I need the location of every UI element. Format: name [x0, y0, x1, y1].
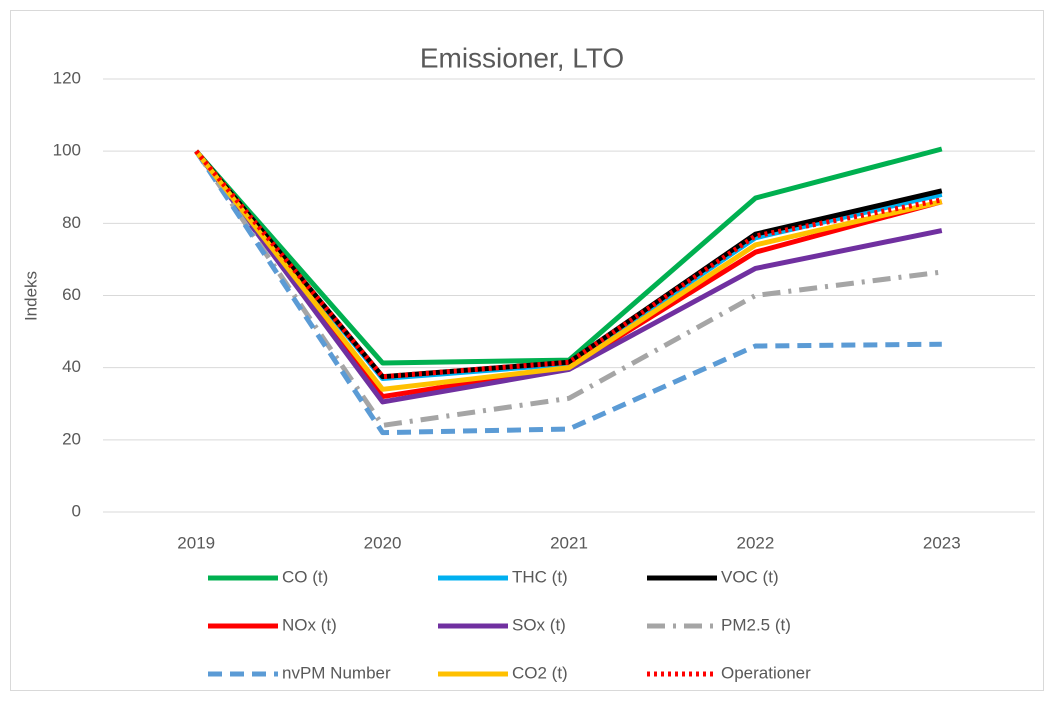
legend-label: CO2 (t) — [512, 663, 568, 682]
legend-label: Operationer — [721, 663, 811, 682]
y-tick-label: 80 — [62, 213, 81, 232]
series-line — [194, 149, 942, 436]
legend-label: nvPM Number — [282, 663, 391, 682]
y-tick-label: 100 — [53, 141, 81, 160]
x-tick-label: 2020 — [364, 533, 402, 552]
legend-label: THC (t) — [512, 567, 568, 586]
legend-label: SOx (t) — [512, 615, 566, 634]
series-line — [194, 149, 943, 428]
y-tick-label: 40 — [62, 357, 81, 376]
chart-title: Emissioner, LTO — [420, 42, 624, 73]
y-tick-label: 0 — [72, 501, 81, 520]
x-tick-label: 2019 — [177, 533, 215, 552]
x-tick-label: 2022 — [736, 533, 774, 552]
legend-label: VOC (t) — [721, 567, 779, 586]
x-tick-label: 2021 — [550, 533, 588, 552]
series-line — [194, 149, 943, 380]
y-tick-label: 60 — [62, 285, 81, 304]
x-tick-label: 2023 — [923, 533, 961, 552]
y-tick-label: 20 — [62, 429, 81, 448]
series-line — [194, 149, 943, 392]
chart-border — [10, 10, 1044, 691]
legend-label: PM2.5 (t) — [721, 615, 791, 634]
y-tick-label: 120 — [53, 68, 81, 87]
y-axis-label: Indeks — [21, 271, 40, 321]
legend-label: CO (t) — [282, 567, 328, 586]
legend-label: NOx (t) — [282, 615, 337, 634]
